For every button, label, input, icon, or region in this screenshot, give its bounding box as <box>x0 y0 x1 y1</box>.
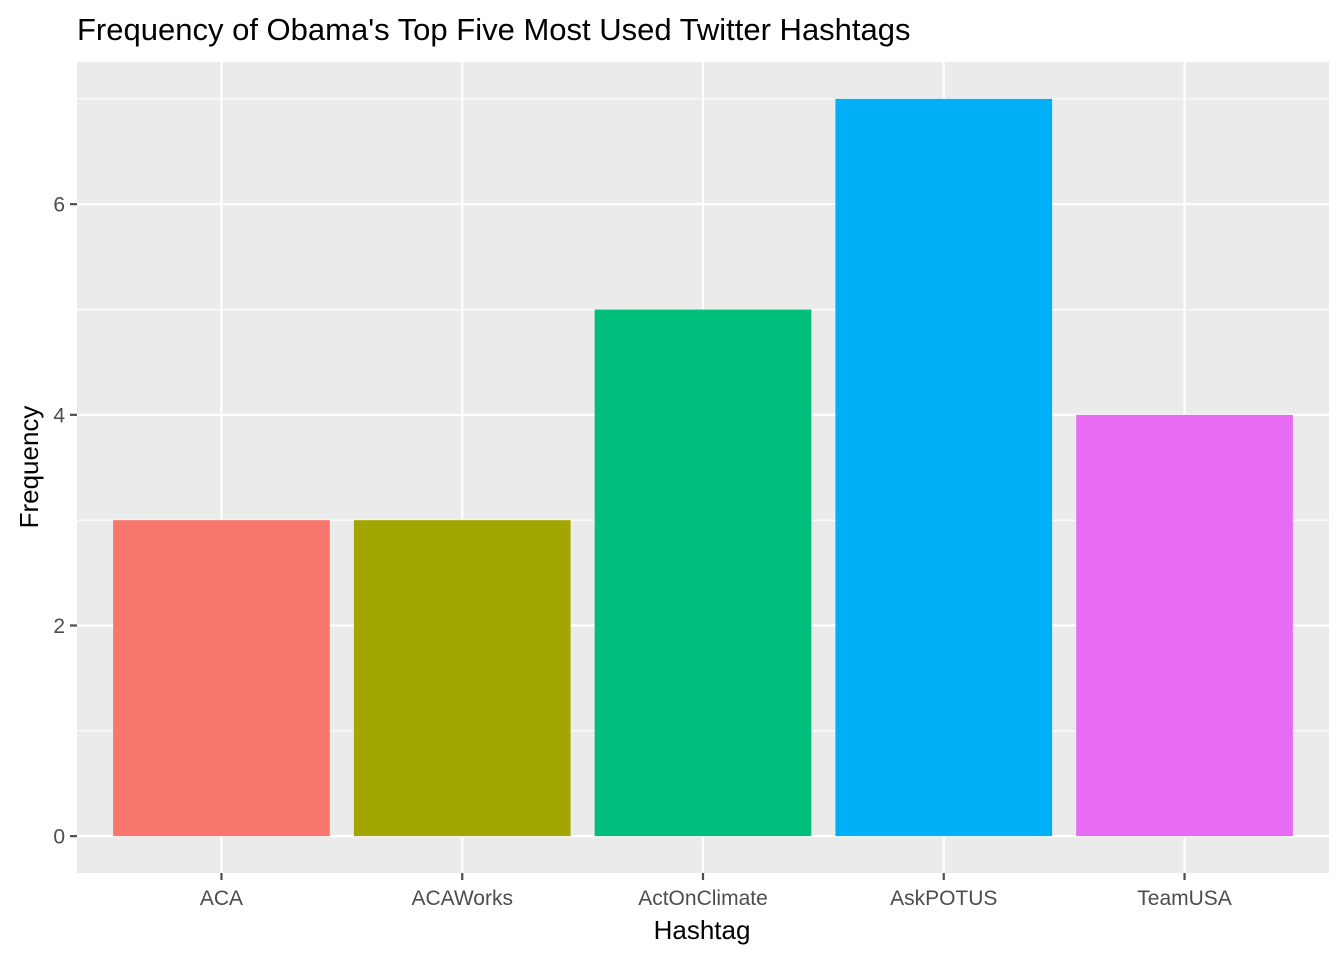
y-tick-label: 0 <box>53 826 65 849</box>
x-tick-label: ActOnClimate <box>638 887 768 910</box>
x-tick-label: ACA <box>200 887 243 910</box>
y-axis: 0 2 4 6 <box>53 194 77 849</box>
bar-teamusa: TeamUSA: 4 <box>1076 414 1293 837</box>
x-axis: ACA ACAWorks ActOnClimate AskPOTUS TeamUSA <box>200 873 1232 910</box>
y-tick-label: 2 <box>53 615 65 638</box>
x-tick-label: ACAWorks <box>411 887 513 910</box>
bar-askpotus: AskPOTUS: 7 <box>835 98 1053 837</box>
y-tick-label: 6 <box>53 194 65 217</box>
bar-aca: ACA: 3 <box>113 520 330 837</box>
x-tick-label: TeamUSA <box>1137 887 1232 910</box>
x-tick-label: AskPOTUS <box>890 887 997 910</box>
y-tick-label: 4 <box>53 404 65 427</box>
x-axis-title: Hashtag <box>654 915 751 945</box>
chart-title: Frequency of Obama's Top Five Most Used … <box>77 12 911 47</box>
bars: ACA: 3ACAWorks: 3ActOnClimate: 5AskPOTUS… <box>113 98 1293 837</box>
bar-actonclimate: ActOnClimate: 5 <box>594 309 812 837</box>
y-axis-title: Frequency <box>14 406 44 529</box>
bar-acaworks: ACAWorks: 3 <box>353 520 571 837</box>
